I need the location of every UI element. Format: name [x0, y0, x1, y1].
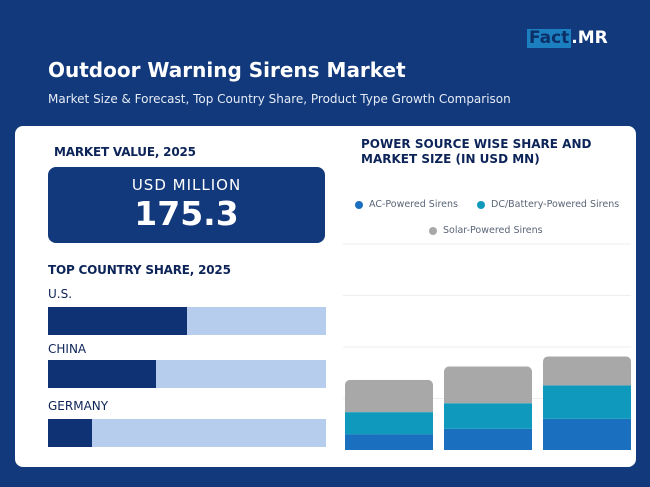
country-label-us: U.S.	[48, 287, 73, 301]
country-bar-fill-us	[48, 307, 187, 335]
country-label-china: CHINA	[48, 342, 87, 356]
page-subtitle: Market Size & Forecast, Top Country Shar…	[48, 92, 511, 106]
legend-solar-label: Solar-Powered Sirens	[443, 225, 543, 236]
power-source-title-line1: POWER SOURCE WISE SHARE AND	[361, 137, 592, 151]
country-label-germany: GERMANY	[48, 399, 109, 413]
legend-ac: AC-Powered Sirens	[355, 199, 458, 210]
bar-segment-2035-0	[543, 418, 631, 450]
bar-segment-2025-0	[345, 434, 433, 450]
logo-mr: .MR	[571, 28, 608, 48]
country-bar-us	[48, 307, 326, 335]
x-tick-2030: 2030	[473, 437, 504, 450]
bar-segment-2030-1	[444, 403, 532, 429]
logo-fact: Fact	[527, 28, 572, 48]
legend-dc-dot	[477, 200, 485, 209]
x-tick-2025: 2025	[374, 437, 405, 450]
country-bar-fill-china	[48, 360, 157, 388]
legend-dc: DC/Battery-Powered Sirens	[477, 199, 619, 210]
content-card: MARKET VALUE, 2025 USD MILLION 175.3 TOP…	[15, 126, 636, 467]
country-share-label: TOP COUNTRY SHARE, 2025	[48, 263, 231, 277]
power-source-title: POWER SOURCE WISE SHARE AND MARKET SIZE …	[361, 137, 621, 167]
country-bar-fill-germany	[48, 419, 93, 447]
legend-solar-dot	[429, 226, 437, 235]
bar-segment-2035-1	[543, 385, 631, 419]
stack-bar-2025	[345, 379, 433, 450]
legend-ac-label: AC-Powered Sirens	[369, 199, 458, 210]
x-tick-2035: 2035	[572, 437, 603, 450]
country-bar-germany	[48, 419, 326, 447]
country-bar-china	[48, 360, 326, 388]
factmr-logo: Fact .MR	[527, 29, 608, 48]
stack-bar-2030	[444, 366, 532, 450]
bar-segment-2030-0	[444, 428, 532, 450]
market-value-label: MARKET VALUE, 2025	[54, 145, 196, 159]
power-source-chart: 2025 2030 2035	[343, 243, 631, 450]
bar-segment-2035-2	[543, 356, 631, 386]
market-value-unit: USD MILLION	[131, 176, 242, 194]
bar-segment-2025-2	[345, 379, 433, 413]
market-value-box: USD MILLION 175.3	[48, 167, 325, 243]
stack-bar-2035	[543, 356, 631, 450]
page-title: Outdoor Warning Sirens Market	[48, 58, 406, 82]
market-value-number: 175.3	[134, 194, 239, 233]
power-source-title-line2: MARKET SIZE (IN USD MN)	[361, 152, 540, 166]
legend-ac-dot	[355, 200, 363, 209]
legend-dc-label: DC/Battery-Powered Sirens	[491, 199, 620, 210]
bar-segment-2025-1	[345, 412, 433, 435]
bar-segment-2030-2	[444, 366, 532, 404]
legend-solar: Solar-Powered Sirens	[429, 225, 543, 236]
